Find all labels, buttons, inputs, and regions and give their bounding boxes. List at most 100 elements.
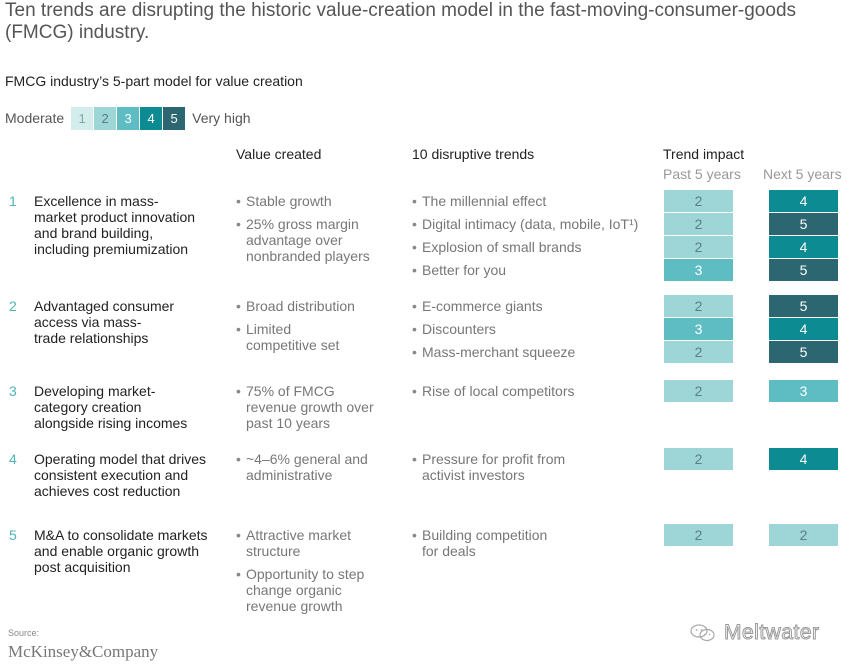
past-impact-cell: 2 xyxy=(664,236,733,258)
next-impact-cell: 5 xyxy=(769,295,838,317)
next-impact-cell: 2 xyxy=(769,524,838,546)
model-line: consistent execution and xyxy=(34,467,189,483)
trend-label: The millennial effect xyxy=(412,193,657,209)
trend-item: Better for you xyxy=(412,262,657,278)
past-impact-cell: 2 xyxy=(664,295,733,317)
value-created-item: Broad distribution xyxy=(236,298,406,314)
header-past-5-years: Past 5 years xyxy=(663,166,741,182)
value-created-line: 25% gross margin xyxy=(246,216,359,232)
model-part-label: Operating model that drives consistent ex… xyxy=(34,451,219,499)
past-impact-cell: 2 xyxy=(664,341,733,363)
model-line: and brand building, xyxy=(34,225,154,241)
next-impact-cell: 4 xyxy=(769,318,838,340)
trend-line: E-commerce giants xyxy=(422,298,543,314)
trend-item: The millennial effect xyxy=(412,193,657,209)
past-impact-cell: 2 xyxy=(664,380,733,402)
value-created-line: administrative xyxy=(246,467,333,483)
model-line: market product innovation xyxy=(34,209,196,225)
model-part-label: M&A to consolidate markets and enable org… xyxy=(34,527,219,575)
chart-subtitle: FMCG industry’s 5-part model for value c… xyxy=(5,73,303,89)
value-created-line: Broad distribution xyxy=(246,298,355,314)
trend-line: Pressure for profit from xyxy=(422,451,566,467)
trend-label: Explosion of small brands xyxy=(412,239,657,255)
trend-line: for deals xyxy=(422,543,476,559)
trend-item: Rise of local competitors xyxy=(412,383,657,399)
source-label: Source: xyxy=(8,628,40,638)
model-line: Excellence in mass- xyxy=(34,193,159,209)
value-created-line: past 10 years xyxy=(246,415,331,431)
next-impact-cell: 3 xyxy=(769,380,838,402)
group-number: 4 xyxy=(9,451,17,467)
value-created-line: ~4–6% general and xyxy=(246,451,368,467)
legend-low-label: Moderate xyxy=(5,110,65,126)
wechat-icon xyxy=(690,624,715,642)
value-created-line: advantage over xyxy=(246,232,343,248)
legend-swatch-2: 2 xyxy=(94,106,117,130)
trend-line: The millennial effect xyxy=(422,193,547,209)
legend-swatch-1: 1 xyxy=(71,106,94,130)
value-created-line: Limited xyxy=(246,321,292,337)
header-value-created: Value created xyxy=(236,146,322,162)
legend-high-label: Very high xyxy=(192,110,251,126)
trend-label: Discounters xyxy=(412,321,657,337)
trend-label: E-commerce giants xyxy=(412,298,657,314)
group-number: 5 xyxy=(9,527,17,543)
legend-swatch-5: 5 xyxy=(163,106,186,130)
header-trends: 10 disruptive trends xyxy=(412,146,535,162)
past-impact-cell: 3 xyxy=(664,318,733,340)
mckinsey-logo: McKinsey&Company xyxy=(8,642,159,661)
past-impact-cell: 2 xyxy=(664,448,733,470)
trend-label: Digital intimacy (data, mobile, IoT¹) xyxy=(412,216,657,232)
next-impact-cell: 4 xyxy=(769,236,838,258)
trend-item: Digital intimacy (data, mobile, IoT¹) xyxy=(412,216,657,232)
model-line: Developing market- xyxy=(34,383,156,399)
model-line: including premiumization xyxy=(34,241,189,257)
value-created-line: nonbranded players xyxy=(246,248,370,264)
trend-line: Discounters xyxy=(422,321,496,337)
model-line: M&A to consolidate markets xyxy=(34,527,208,543)
model-part-label: Advantaged consumer access via mass-trade… xyxy=(34,298,219,346)
header-trend-impact: Trend impact xyxy=(663,146,745,162)
value-created-line: Attractive market xyxy=(246,527,352,543)
model-line: access via mass- xyxy=(34,314,142,330)
trend-item: Explosion of small brands xyxy=(412,239,657,255)
next-impact-cell: 5 xyxy=(769,259,838,281)
model-line: Operating model that drives xyxy=(34,451,206,467)
next-impact-cell: 4 xyxy=(769,448,838,470)
legend-swatch-4: 4 xyxy=(140,106,163,130)
value-created-line: Opportunity to step xyxy=(246,566,365,582)
model-line: achieves cost reduction xyxy=(34,483,181,499)
trend-label: Mass-merchant squeeze xyxy=(412,344,657,360)
next-impact-cell: 4 xyxy=(769,190,838,212)
trend-label: Better for you xyxy=(412,262,657,278)
trend-item: E-commerce giants xyxy=(412,298,657,314)
value-created-line: revenue growth xyxy=(246,598,343,614)
trend-item: Mass-merchant squeeze xyxy=(412,344,657,360)
trend-line: Explosion of small brands xyxy=(422,239,582,255)
value-created-line: Stable growth xyxy=(246,193,332,209)
trend-line: Digital intimacy (data, mobile, IoT¹) xyxy=(422,216,639,232)
trend-line: Building competition xyxy=(422,527,548,543)
past-impact-cell: 2 xyxy=(664,213,733,235)
legend-swatch-3: 3 xyxy=(117,106,140,130)
model-line: category creation xyxy=(34,399,142,415)
page-title: Ten trends are disrupting the historic v… xyxy=(5,0,797,43)
trend-line: Rise of local competitors xyxy=(422,383,575,399)
header-next-5-years: Next 5 years xyxy=(763,166,842,182)
next-impact-cell: 5 xyxy=(769,341,838,363)
value-created-line: structure xyxy=(246,543,301,559)
legend: Moderate 1 2 3 4 5 Very high xyxy=(5,106,251,130)
next-impact-cell: 5 xyxy=(769,213,838,235)
model-line: Advantaged consumer xyxy=(34,298,175,314)
